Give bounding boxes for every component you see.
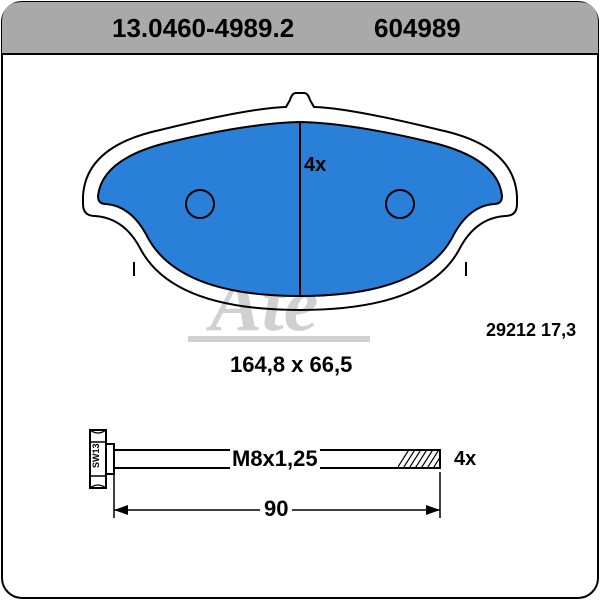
- part-number: 13.0460-4989.2: [112, 13, 294, 44]
- catalog-number: 604989: [374, 13, 461, 44]
- header-band: [2, 2, 598, 54]
- brake-pad: [83, 93, 517, 310]
- technical-drawing: Ate ®: [0, 0, 600, 600]
- pad-qty-label: 4x: [304, 154, 326, 177]
- pad-dimensions-label: 164,8 x 66,5: [230, 352, 352, 378]
- bolt-spec-label: M8x1,25: [230, 446, 320, 472]
- bolt-length-label: 90: [260, 496, 292, 522]
- bolt-sw-label: SW13: [91, 443, 101, 468]
- bolt-qty-label: 4x: [454, 448, 476, 471]
- pad-code-label: 29212 17,3: [486, 320, 576, 341]
